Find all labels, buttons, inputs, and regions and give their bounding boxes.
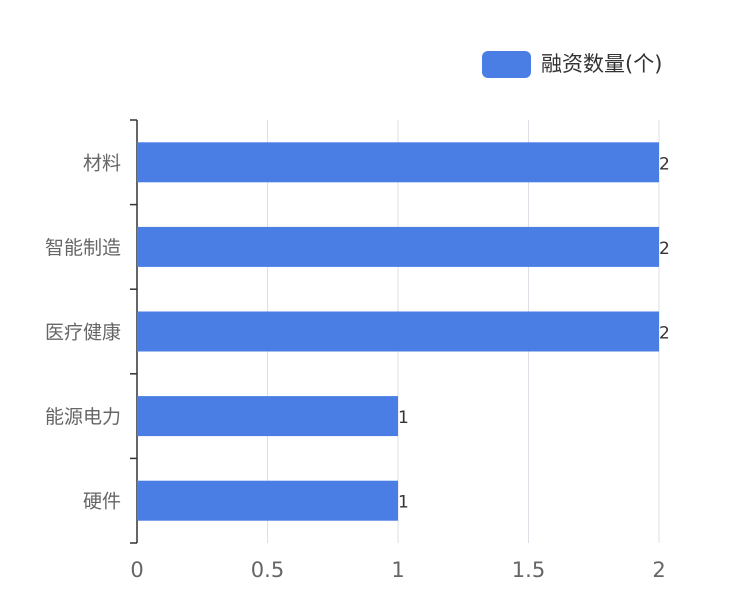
legend-label: 融资数量(个): [541, 52, 663, 76]
data-label: 1: [398, 408, 409, 428]
x-tick-label: 1: [391, 558, 404, 582]
data-label: 2: [659, 154, 670, 174]
x-tick-label: 2: [652, 558, 665, 582]
category-label: 硬件: [83, 491, 121, 513]
category-label: 材料: [83, 152, 121, 174]
data-label: 2: [659, 239, 670, 259]
bar-1: [137, 142, 659, 183]
x-tick-label: 0.5: [251, 558, 284, 582]
legend-swatch: [482, 50, 531, 78]
category-label: 智能制造: [45, 237, 121, 259]
bar-4: [137, 396, 398, 437]
bar-5: [137, 480, 398, 521]
data-label: 1: [398, 493, 409, 513]
category-label: 能源电力: [45, 406, 121, 428]
category-label: 医疗健康: [45, 322, 121, 344]
bar-3: [137, 311, 659, 352]
x-tick-label: 1.5: [512, 558, 545, 582]
bar-2: [137, 226, 659, 267]
data-label: 2: [659, 324, 670, 344]
legend[interactable]: 融资数量(个): [482, 50, 662, 78]
x-tick-label: 0: [130, 558, 143, 582]
